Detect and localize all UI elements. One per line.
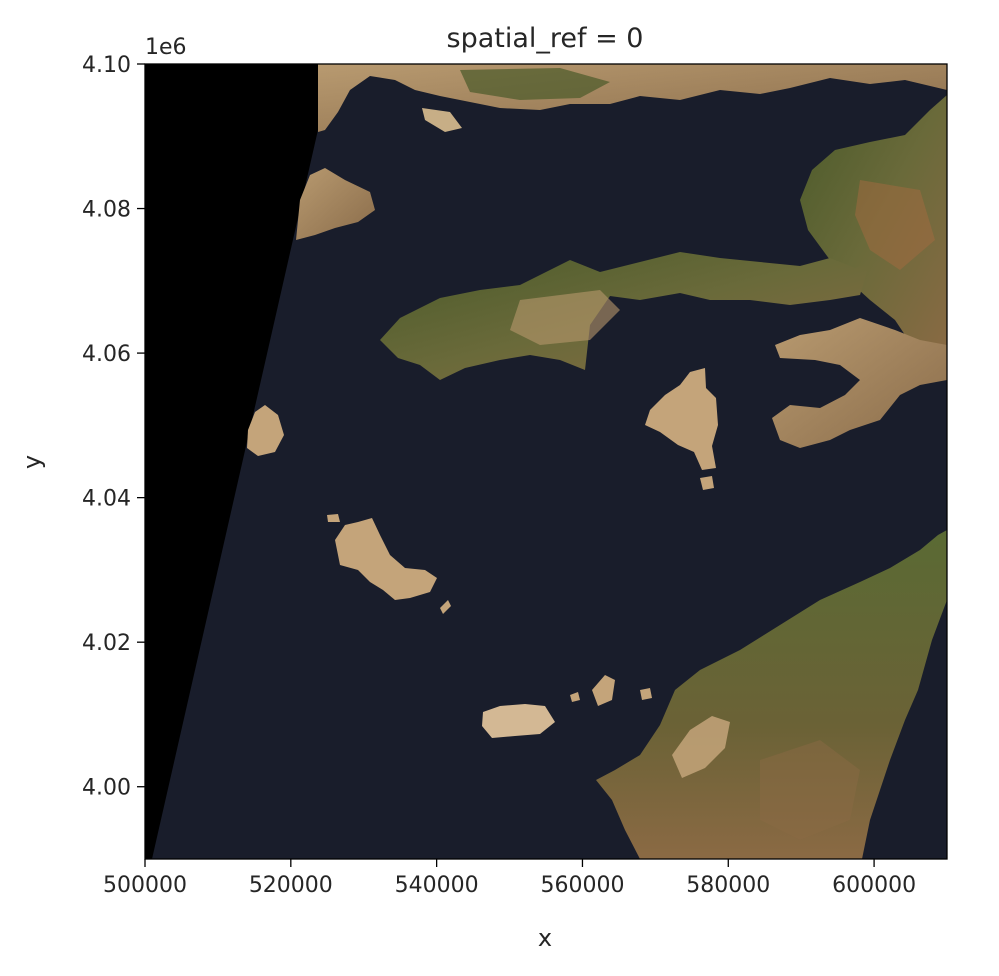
island-center xyxy=(645,368,718,470)
small-island-north xyxy=(422,108,462,132)
x-tick-label: 600000 xyxy=(832,873,916,898)
y-axis-ticks: 4.00 4.02 4.04 4.06 4.08 4.10 xyxy=(82,53,145,801)
satellite-image xyxy=(145,64,947,859)
island-left-small xyxy=(247,405,284,456)
x-tick-label: 520000 xyxy=(249,873,333,898)
kos-island xyxy=(380,252,870,380)
y-tick-label: 4.10 xyxy=(82,53,131,78)
island-northwest xyxy=(296,168,375,240)
nodata-area xyxy=(145,64,333,859)
chart-title: spatial_ref = 0 xyxy=(447,23,644,54)
y-axis-label: y xyxy=(18,455,46,469)
y-tick-label: 4.04 xyxy=(82,487,131,512)
datca-peninsula xyxy=(772,318,947,448)
x-axis-ticks: 500000 520000 540000 560000 580000 600000 xyxy=(103,859,916,898)
island-south xyxy=(482,704,555,738)
x-tick-label: 500000 xyxy=(103,873,187,898)
y-offset-label: 1e6 xyxy=(145,35,187,60)
axes-frame xyxy=(144,63,948,860)
x-tick-label: 540000 xyxy=(395,873,479,898)
x-tick-label: 560000 xyxy=(540,873,624,898)
y-tick-label: 4.06 xyxy=(82,342,131,367)
y-tick-label: 4.08 xyxy=(82,198,131,223)
y-tick-label: 4.00 xyxy=(82,776,131,801)
y-tick-label: 4.02 xyxy=(82,631,131,656)
island-south-west xyxy=(335,518,437,600)
x-axis-label: x xyxy=(538,924,552,952)
x-tick-label: 580000 xyxy=(686,873,770,898)
rhodes-mountain xyxy=(672,716,730,778)
